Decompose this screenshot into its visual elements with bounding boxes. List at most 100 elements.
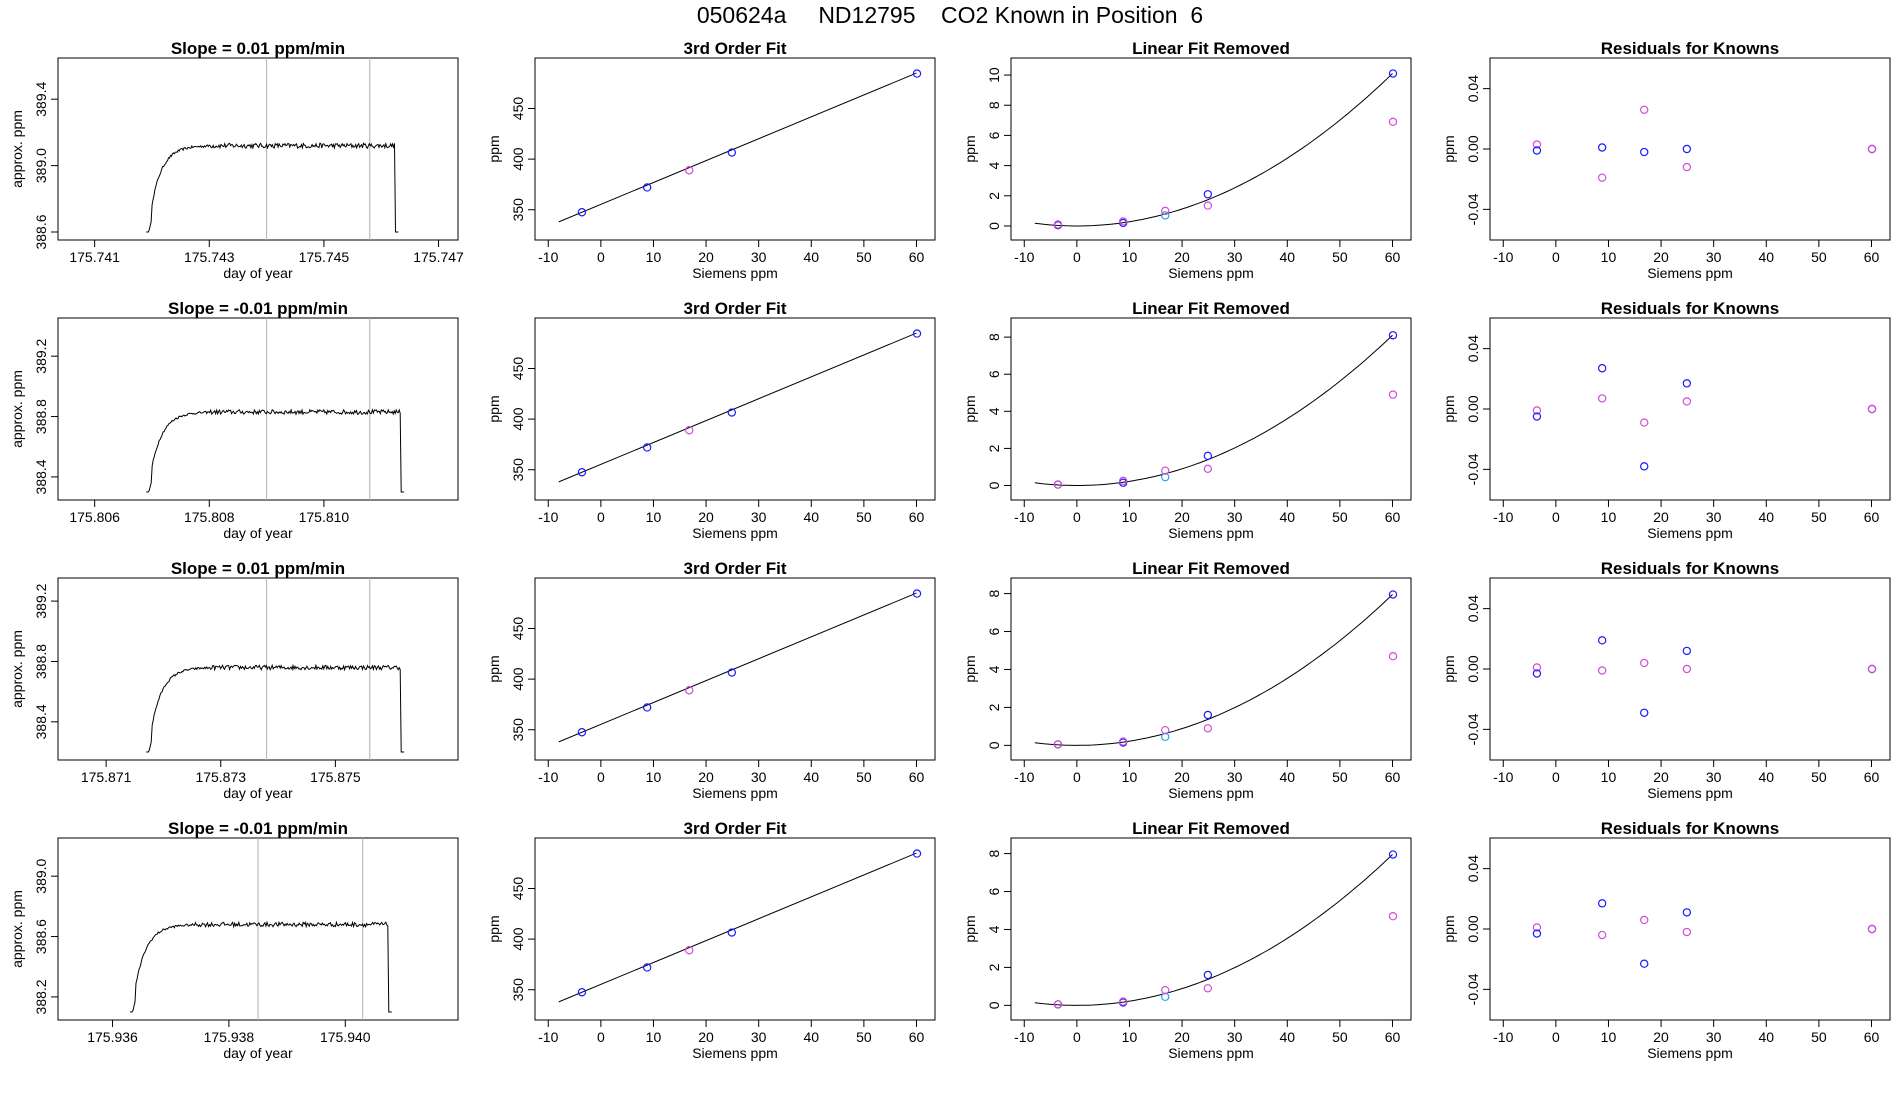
data-point: [1388, 390, 1398, 399]
y-axis-label: approx. ppm: [9, 890, 25, 968]
data-point: [1053, 1000, 1063, 1009]
x-tick-label: 50: [856, 1029, 872, 1045]
x-tick-label: 60: [909, 769, 925, 785]
data-point: [1388, 117, 1398, 127]
x-axis-label: Siemens ppm: [1168, 785, 1254, 801]
x-tick-label: -10: [1493, 769, 1513, 785]
x-tick-label: 10: [1122, 769, 1138, 785]
y-tick-label: 0: [986, 222, 1002, 230]
data-point: [1867, 664, 1877, 674]
y-tick-label: 450: [510, 357, 526, 381]
y-tick-label: 0: [986, 1001, 1002, 1009]
x-tick-label: 60: [1864, 249, 1880, 265]
x-axis-label: Siemens ppm: [692, 265, 778, 281]
y-tick-label: 2: [986, 444, 1002, 452]
y-tick-label: 4: [986, 925, 1002, 933]
panel-title: Slope = -0.01 ppm/min: [168, 819, 348, 838]
y-tick-label: -0.04: [1465, 193, 1481, 225]
x-tick-label: 40: [1758, 249, 1774, 265]
y-tick-label: 2: [986, 703, 1002, 711]
plot-frame: [1489, 837, 1891, 1021]
data-point: [1682, 162, 1692, 172]
data-point: [642, 963, 652, 972]
y-tick-label: 4: [986, 665, 1002, 673]
x-tick-label: 10: [1601, 1029, 1617, 1045]
y-tick-label: 388.4: [33, 459, 49, 494]
x-tick-label: 10: [1601, 249, 1617, 265]
y-tick-label: 0.04: [1465, 75, 1481, 102]
data-point: [1597, 636, 1607, 645]
x-axis-label: day of year: [223, 265, 293, 281]
x-tick-label: 0: [597, 1029, 605, 1045]
data-point: [1597, 173, 1607, 182]
panel-10: Linear Fit Removed-10 0 10 20 30 40 50 60Siemen…: [962, 559, 1412, 801]
y-tick-label: 389.0: [33, 148, 49, 183]
x-tick-label: 175.743: [184, 249, 235, 265]
y-tick-label: 388.2: [33, 979, 49, 1014]
y-tick-label: 389.4: [33, 81, 49, 116]
data-point: [1161, 211, 1170, 220]
x-tick-label: 20: [1174, 769, 1190, 785]
x-tick-label: -10: [1014, 769, 1034, 785]
data-point: [1867, 404, 1877, 414]
x-tick-label: 30: [751, 249, 767, 265]
x-tick-label: 175.741: [69, 249, 120, 265]
x-tick-label: 50: [1811, 1029, 1827, 1045]
data-point: [1597, 394, 1607, 403]
x-tick-label: 30: [751, 1029, 767, 1045]
x-axis-label: day of year: [223, 785, 293, 801]
x-tick-label: 20: [698, 769, 714, 785]
x-tick-label: 50: [1811, 509, 1827, 525]
data-point: [1597, 364, 1607, 373]
x-tick-label: 175.747: [413, 249, 464, 265]
data-point: [727, 148, 737, 157]
x-tick-label: 175.810: [299, 509, 350, 525]
data-point: [1161, 985, 1170, 995]
data-point: [1203, 190, 1213, 199]
data-point: [1867, 144, 1877, 154]
panel-title: Linear Fit Removed: [1132, 559, 1290, 578]
y-axis-label: ppm: [1441, 655, 1457, 682]
x-tick-label: 0: [1073, 509, 1081, 525]
x-tick-label: 40: [1279, 509, 1295, 525]
data-point: [685, 946, 694, 955]
fit-line: [558, 332, 917, 483]
x-axis-label: Siemens ppm: [692, 1045, 778, 1061]
y-axis-label: ppm: [1441, 395, 1457, 422]
x-tick-label: 175.940: [320, 1029, 371, 1045]
x-tick-label: 40: [803, 1029, 819, 1045]
data-point: [1118, 476, 1128, 486]
x-tick-label: 40: [1758, 1029, 1774, 1045]
data-point: [685, 426, 694, 435]
x-tick-label: 0: [597, 249, 605, 265]
x-tick-label: 40: [1279, 1029, 1295, 1045]
y-tick-label: 0.00: [1465, 655, 1481, 682]
data-point: [1640, 105, 1649, 114]
y-axis-label: ppm: [486, 395, 502, 422]
x-tick-label: -10: [1493, 249, 1513, 265]
x-tick-label: -10: [1014, 509, 1034, 525]
y-tick-label: 2: [986, 963, 1002, 971]
data-point: [1867, 924, 1877, 934]
x-tick-label: 40: [1279, 249, 1295, 265]
y-tick-label: 10: [986, 67, 1002, 83]
y-tick-label: 389.2: [33, 338, 49, 373]
x-tick-label: 0: [1552, 509, 1560, 525]
x-tick-label: 175.808: [184, 509, 235, 525]
data-point: [1118, 997, 1128, 1006]
y-tick-label: 350: [510, 718, 526, 742]
x-tick-label: 0: [597, 769, 605, 785]
panel-8: Slope = 0.01 ppm/min 175.871 175.873 175.87…: [9, 559, 459, 801]
data-point: [1597, 666, 1607, 675]
data-point: [1640, 915, 1649, 925]
x-tick-label: 60: [1864, 769, 1880, 785]
y-tick-label: 0.04: [1465, 855, 1481, 882]
panel-title: Residuals for Knowns: [1601, 39, 1780, 58]
plot-frame: [1010, 577, 1412, 761]
panel-0: Slope = 0.01 ppm/min 175.741 175.743 175.74…: [9, 39, 464, 281]
y-axis-label: ppm: [962, 135, 978, 162]
y-tick-label: 388.6: [33, 214, 49, 249]
data-point: [1388, 69, 1398, 78]
y-tick-label: 350: [510, 978, 526, 1002]
x-tick-label: 60: [1385, 509, 1401, 525]
